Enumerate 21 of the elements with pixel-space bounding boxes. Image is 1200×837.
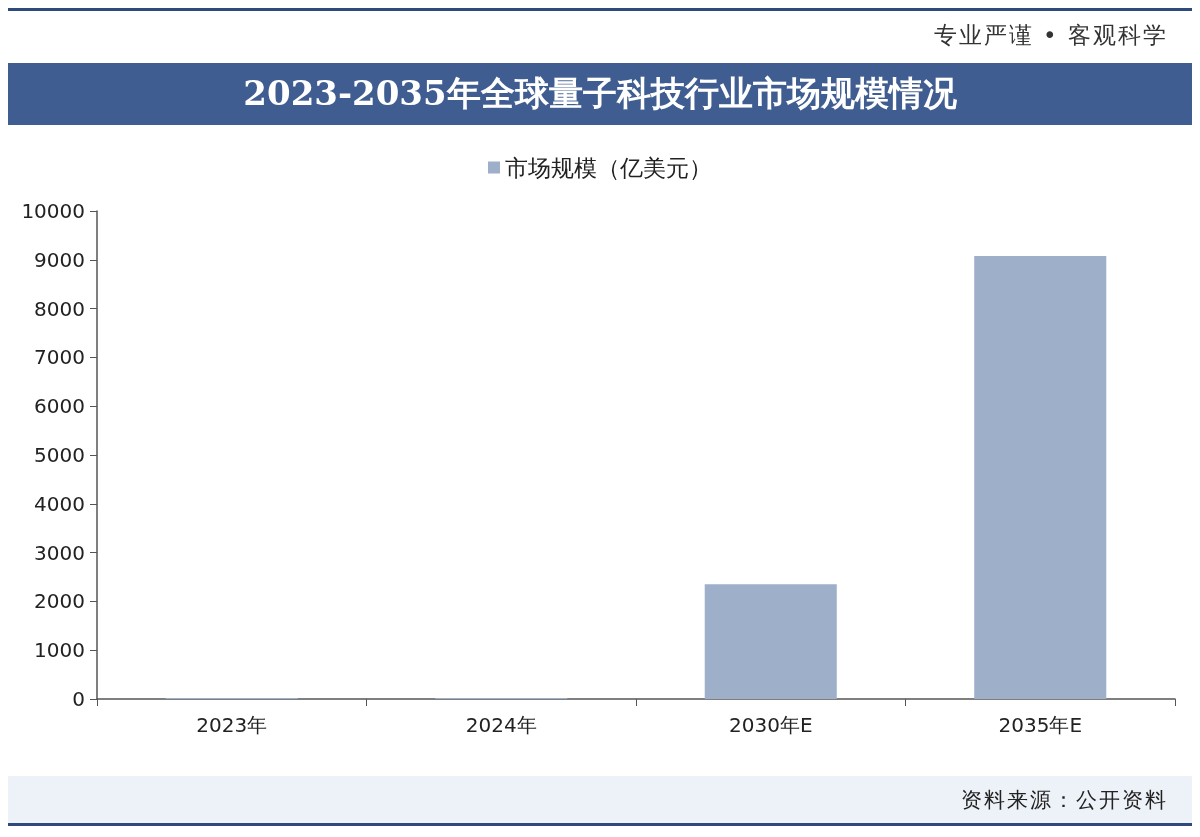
y-tick-label: 9000 [34, 247, 85, 272]
bar [704, 584, 837, 699]
x-tick-label: 2024年 [465, 713, 537, 737]
y-tick-label: 1000 [34, 638, 85, 663]
text: 资料来源：公开资料 [961, 787, 1168, 812]
y-tick-label: 2000 [34, 589, 85, 614]
y-tick-label: 6000 [34, 394, 85, 419]
y-tick-label: 5000 [34, 443, 85, 467]
x-tick-label: 2023年 [196, 713, 268, 737]
x-tick-label: 2035年E [998, 713, 1083, 737]
y-tick-label: 3000 [34, 540, 85, 565]
legend-label: 市场规模（亿美元） [505, 154, 712, 181]
x-tick-label: 2030年E [728, 713, 813, 737]
y-tick-label: 8000 [34, 296, 85, 321]
y-tick-label: 4000 [34, 491, 85, 516]
bar [974, 255, 1107, 699]
y-tick-label: 10000 [21, 199, 85, 223]
text: 专业严谨 • 客观科学 [933, 21, 1168, 50]
chart-title: 2023-2035年全球量子科技行业市场规模情况 [243, 72, 957, 115]
y-tick-label: 7000 [34, 345, 85, 370]
y-tick-label: 0 [72, 687, 85, 711]
